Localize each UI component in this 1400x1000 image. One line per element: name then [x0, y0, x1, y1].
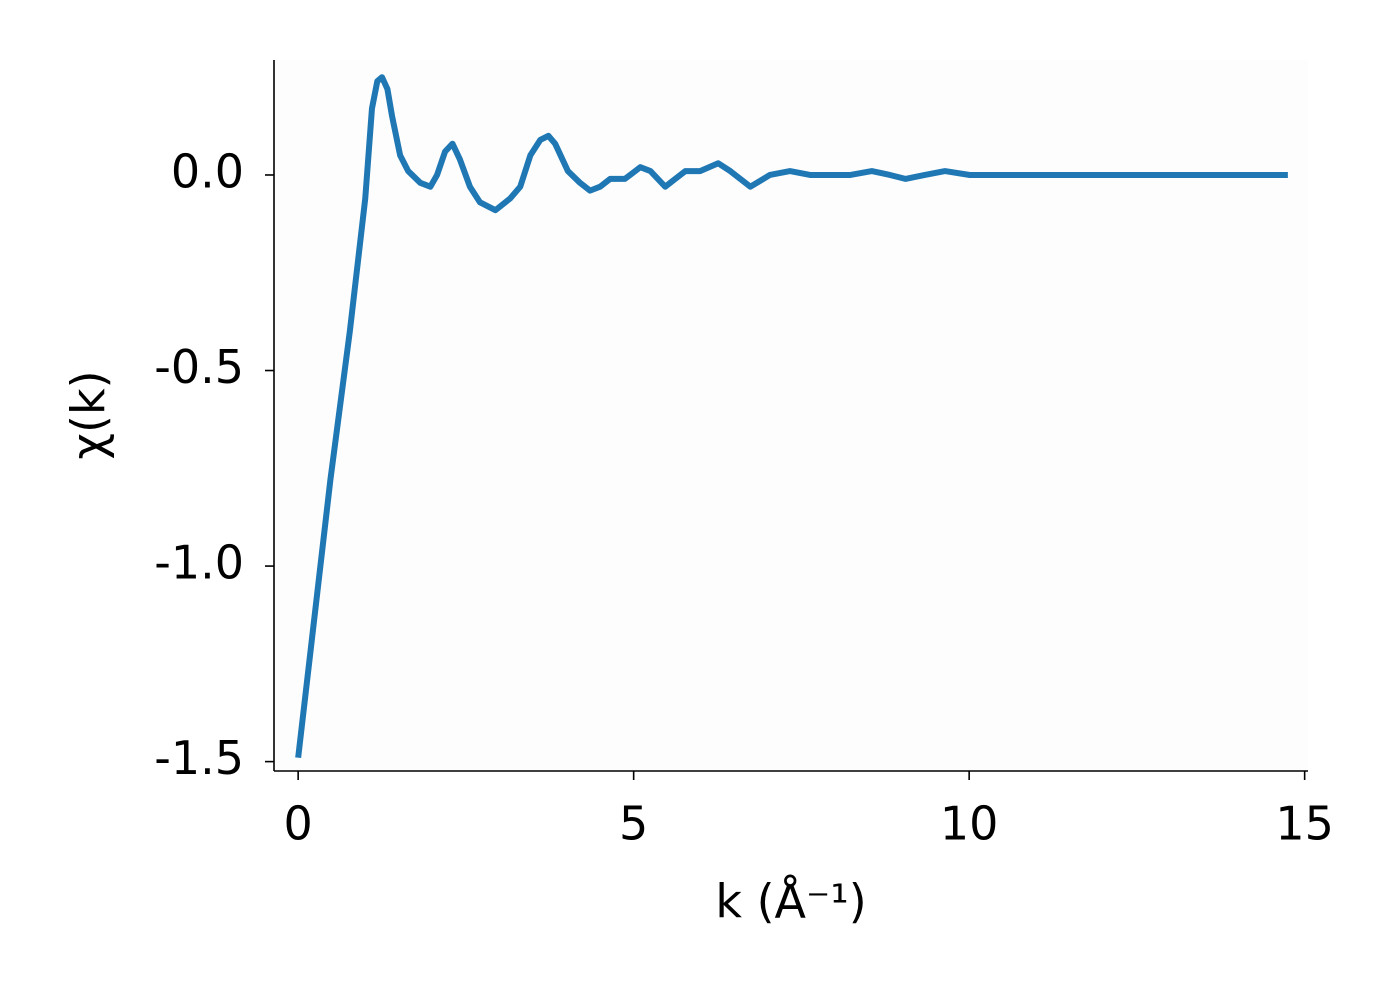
y-tick-label: -1.0 — [154, 536, 244, 590]
x-axis-label: k (Å⁻¹) — [715, 875, 866, 929]
x-tick-label: 15 — [1275, 797, 1334, 851]
y-tick-label: -0.5 — [154, 340, 244, 394]
y-tick-label: 0.0 — [171, 144, 244, 198]
x-tick-label: 5 — [619, 797, 648, 851]
x-tick-label: 10 — [940, 797, 999, 851]
x-tick-label: 0 — [284, 797, 313, 851]
data-line — [295, 74, 1288, 759]
y-axis-label: χ(k) — [62, 370, 116, 459]
y-tick-label: -1.5 — [154, 731, 244, 785]
plot-area — [274, 60, 1308, 771]
